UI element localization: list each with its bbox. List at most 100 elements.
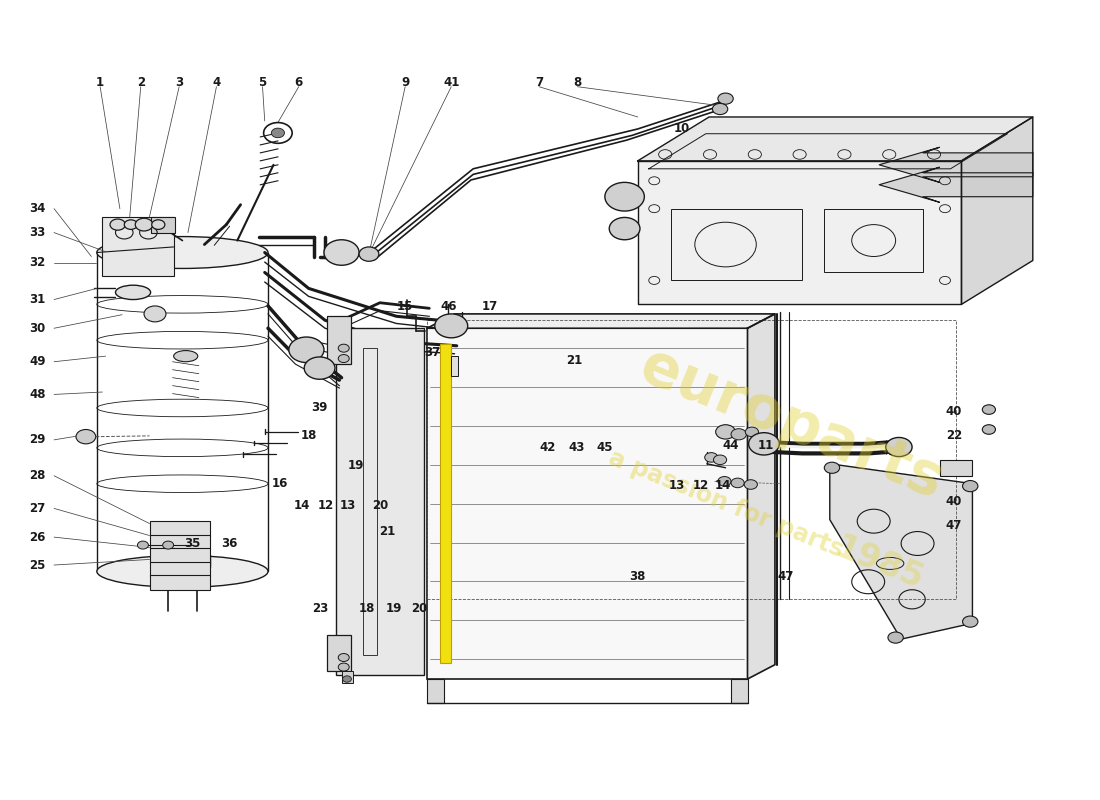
Circle shape	[982, 405, 996, 414]
Circle shape	[324, 240, 359, 266]
Text: 42: 42	[540, 442, 556, 454]
Circle shape	[824, 462, 839, 474]
Text: 37: 37	[425, 346, 441, 358]
Text: 11: 11	[758, 439, 774, 452]
Circle shape	[609, 218, 640, 240]
Text: 46: 46	[441, 300, 458, 314]
Ellipse shape	[97, 555, 268, 587]
Bar	[671, 209, 802, 281]
Text: 47: 47	[778, 570, 794, 583]
Text: 18: 18	[300, 430, 317, 442]
Text: 2: 2	[136, 76, 145, 90]
Circle shape	[338, 663, 349, 671]
Text: 44: 44	[723, 439, 739, 452]
Text: 14: 14	[294, 498, 310, 512]
Text: 26: 26	[30, 530, 46, 544]
Text: 28: 28	[30, 470, 46, 482]
Circle shape	[732, 429, 747, 440]
Bar	[427, 679, 443, 703]
Text: 19: 19	[348, 459, 364, 472]
Circle shape	[886, 438, 912, 457]
Circle shape	[359, 247, 378, 262]
Circle shape	[962, 616, 978, 627]
Circle shape	[124, 220, 138, 230]
Circle shape	[705, 453, 718, 462]
Text: 19: 19	[386, 602, 403, 615]
Text: 29: 29	[30, 434, 46, 446]
Circle shape	[342, 676, 351, 682]
Circle shape	[714, 455, 727, 465]
Bar	[150, 534, 210, 549]
Text: 34: 34	[30, 202, 46, 215]
Circle shape	[138, 541, 148, 549]
Bar	[150, 548, 210, 562]
Text: 14: 14	[715, 479, 732, 492]
Text: 38: 38	[629, 570, 646, 583]
Text: 13: 13	[340, 498, 356, 512]
Text: 3: 3	[175, 76, 184, 90]
Circle shape	[76, 430, 96, 444]
Text: europarts: europarts	[631, 337, 952, 510]
Text: 20: 20	[372, 498, 388, 512]
Circle shape	[745, 480, 758, 490]
Bar	[150, 575, 210, 590]
Bar	[328, 635, 351, 671]
Text: 5: 5	[258, 76, 266, 90]
Text: 36: 36	[221, 537, 238, 550]
Circle shape	[962, 481, 978, 492]
Circle shape	[982, 425, 996, 434]
Circle shape	[338, 344, 349, 352]
Text: 8: 8	[573, 76, 582, 90]
Text: 13: 13	[669, 479, 685, 492]
Polygon shape	[638, 161, 961, 304]
Text: 27: 27	[30, 502, 46, 515]
Bar	[102, 217, 174, 277]
Polygon shape	[879, 147, 1033, 182]
Polygon shape	[427, 314, 774, 328]
Ellipse shape	[174, 350, 198, 362]
Ellipse shape	[116, 286, 151, 299]
Text: 22: 22	[946, 430, 961, 442]
Circle shape	[749, 433, 779, 455]
Text: 16: 16	[272, 478, 288, 490]
Text: 17: 17	[482, 300, 498, 314]
Bar	[150, 521, 210, 535]
Circle shape	[144, 306, 166, 322]
Polygon shape	[638, 117, 1033, 161]
Ellipse shape	[97, 237, 268, 269]
Text: 1: 1	[96, 76, 104, 90]
Circle shape	[338, 354, 349, 362]
Text: 43: 43	[568, 442, 584, 454]
Text: 40: 40	[946, 494, 962, 508]
Circle shape	[272, 128, 285, 138]
Text: 40: 40	[946, 406, 962, 418]
Text: 25: 25	[30, 558, 46, 571]
Text: 1985: 1985	[829, 530, 928, 596]
Circle shape	[605, 182, 645, 211]
Bar	[328, 316, 351, 364]
Bar	[732, 679, 748, 703]
Text: 33: 33	[30, 226, 46, 239]
Text: 49: 49	[30, 355, 46, 368]
Text: 20: 20	[411, 602, 428, 615]
Circle shape	[152, 220, 165, 230]
Bar	[440, 344, 451, 663]
Circle shape	[305, 357, 334, 379]
Text: 41: 41	[443, 76, 460, 90]
Text: 39: 39	[311, 402, 328, 414]
Text: 30: 30	[30, 322, 46, 334]
Bar	[451, 356, 458, 376]
Circle shape	[888, 632, 903, 643]
Circle shape	[718, 93, 734, 104]
Polygon shape	[748, 314, 774, 679]
Circle shape	[718, 477, 732, 486]
Text: 45: 45	[596, 442, 613, 454]
Bar	[824, 209, 923, 273]
Text: 47: 47	[946, 518, 962, 532]
Text: 35: 35	[184, 537, 200, 550]
Text: 32: 32	[30, 256, 46, 270]
Text: 21: 21	[566, 354, 582, 366]
Text: 15: 15	[397, 300, 414, 314]
Circle shape	[716, 425, 736, 439]
Bar	[341, 671, 352, 683]
